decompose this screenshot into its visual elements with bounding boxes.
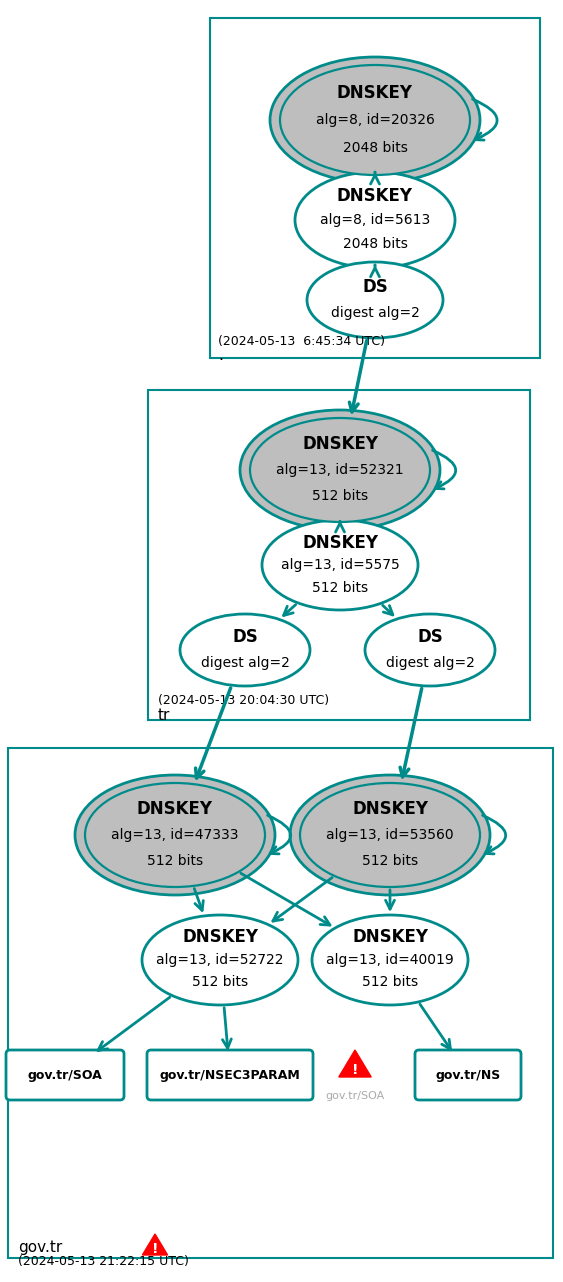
Bar [148, 390, 530, 720]
Text: .: . [218, 347, 223, 363]
Text: 2048 bits: 2048 bits [342, 237, 408, 251]
Text: DS: DS [232, 628, 258, 646]
Text: DNSKEY: DNSKEY [182, 928, 258, 946]
Ellipse shape [250, 418, 430, 522]
Text: gov.tr/SOA: gov.tr/SOA [28, 1068, 102, 1082]
Text: 512 bits: 512 bits [362, 854, 418, 868]
Polygon shape [142, 1235, 168, 1255]
FancyBboxPatch shape [147, 1050, 313, 1100]
Text: digest alg=2: digest alg=2 [330, 306, 419, 320]
Text: 2048 bits: 2048 bits [342, 141, 408, 155]
Ellipse shape [295, 172, 455, 268]
Bar [210, 18, 540, 358]
FancyBboxPatch shape [6, 1050, 124, 1100]
Ellipse shape [307, 262, 443, 338]
Text: alg=13, id=52722: alg=13, id=52722 [157, 953, 284, 967]
Ellipse shape [180, 614, 310, 686]
Text: 512 bits: 512 bits [312, 581, 368, 595]
Text: !: ! [352, 1063, 358, 1077]
Text: DNSKEY: DNSKEY [302, 533, 378, 551]
Text: alg=13, id=47333: alg=13, id=47333 [111, 828, 239, 842]
Text: (2024-05-13 20:04:30 UTC): (2024-05-13 20:04:30 UTC) [158, 694, 329, 706]
Polygon shape [339, 1050, 371, 1077]
Text: gov.tr/NSEC3PARAM: gov.tr/NSEC3PARAM [160, 1068, 301, 1082]
Text: DNSKEY: DNSKEY [352, 928, 428, 946]
Text: alg=8, id=5613: alg=8, id=5613 [320, 213, 430, 227]
Ellipse shape [280, 65, 470, 176]
Text: tr: tr [158, 708, 171, 723]
FancyArrowPatch shape [472, 99, 497, 140]
Text: alg=13, id=40019: alg=13, id=40019 [326, 953, 454, 967]
Text: gov.tr: gov.tr [18, 1240, 62, 1255]
Text: 512 bits: 512 bits [147, 854, 203, 868]
Text: DNSKEY: DNSKEY [337, 83, 413, 101]
Text: alg=8, id=20326: alg=8, id=20326 [316, 113, 435, 127]
Ellipse shape [85, 783, 265, 887]
Ellipse shape [300, 783, 480, 887]
Text: DS: DS [362, 278, 388, 296]
Text: DNSKEY: DNSKEY [137, 800, 213, 818]
Ellipse shape [290, 776, 490, 895]
FancyBboxPatch shape [415, 1050, 521, 1100]
Text: 512 bits: 512 bits [362, 976, 418, 990]
Text: DNSKEY: DNSKEY [352, 800, 428, 818]
Ellipse shape [365, 614, 495, 686]
Ellipse shape [270, 56, 480, 183]
Text: 512 bits: 512 bits [312, 488, 368, 503]
Text: digest alg=2: digest alg=2 [200, 655, 289, 669]
Text: (2024-05-13 21:22:15 UTC): (2024-05-13 21:22:15 UTC) [18, 1255, 189, 1268]
FancyArrowPatch shape [267, 815, 291, 854]
Text: alg=13, id=53560: alg=13, id=53560 [326, 828, 454, 842]
Bar [8, 747, 553, 1258]
Text: alg=13, id=52321: alg=13, id=52321 [276, 463, 404, 477]
Text: 512 bits: 512 bits [192, 976, 248, 990]
Text: DNSKEY: DNSKEY [337, 187, 413, 205]
Text: !: ! [152, 1242, 158, 1256]
Text: DNSKEY: DNSKEY [302, 435, 378, 453]
Text: DS: DS [417, 628, 443, 646]
Ellipse shape [240, 410, 440, 529]
Ellipse shape [312, 915, 468, 1005]
FancyArrowPatch shape [432, 450, 455, 488]
FancyArrowPatch shape [482, 815, 506, 854]
Ellipse shape [75, 776, 275, 895]
Text: (2024-05-13  6:45:34 UTC): (2024-05-13 6:45:34 UTC) [218, 335, 385, 347]
Text: gov.tr/NS: gov.tr/NS [435, 1068, 501, 1082]
Ellipse shape [142, 915, 298, 1005]
Text: digest alg=2: digest alg=2 [386, 655, 475, 669]
Ellipse shape [262, 520, 418, 610]
Text: gov.tr/SOA: gov.tr/SOA [325, 1091, 385, 1101]
Text: alg=13, id=5575: alg=13, id=5575 [280, 558, 399, 572]
